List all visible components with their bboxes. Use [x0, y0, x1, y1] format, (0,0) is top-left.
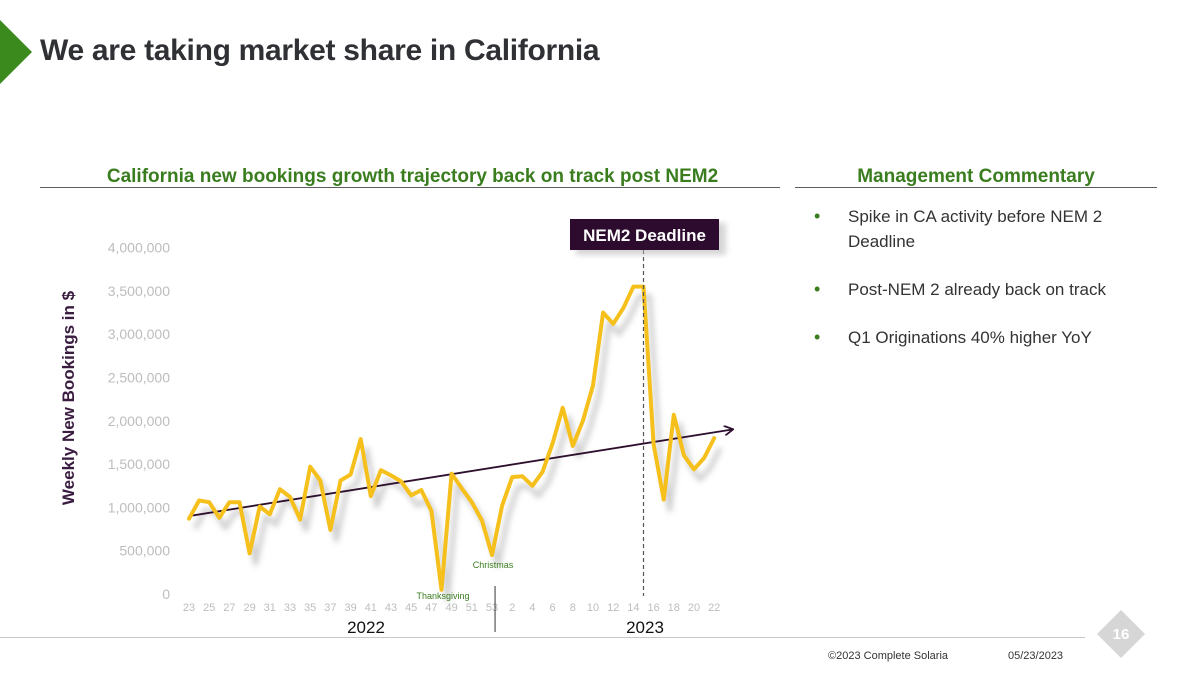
x-tick-label: 18 — [668, 602, 680, 614]
footer-rule — [0, 637, 1085, 638]
x-tick-label: 33 — [284, 602, 296, 614]
nem2-deadline-callout: NEM2 Deadline — [570, 219, 726, 255]
slide-date: 05/23/2023 — [1008, 650, 1064, 662]
y-tick-label: 4,000,000 — [108, 240, 170, 256]
x-tick-label: 29 — [243, 602, 255, 614]
page-number: 16 — [1112, 626, 1130, 643]
trendline — [188, 429, 732, 517]
copyright-text: ©2023 Complete Solaria — [828, 650, 949, 662]
commentary-heading: Management Commentary — [857, 166, 1095, 187]
x-tick-label: 4 — [529, 602, 535, 614]
y-tick-label: 1,000,000 — [108, 499, 170, 515]
bullet-dot-icon: • — [814, 279, 821, 299]
y-tick-label: 3,500,000 — [108, 283, 170, 299]
x-tick-label: 49 — [445, 602, 457, 614]
corner-arrow-icon — [0, 20, 32, 84]
x-tick-label: 16 — [647, 602, 659, 614]
x-tick-label: 23 — [183, 602, 195, 614]
series-line — [187, 284, 717, 592]
commentary-bullet: • Q1 Originations 40% higher YoY — [814, 325, 1154, 350]
commentary-bullet: • Spike in CA activity before NEM 2 Deadl… — [814, 204, 1154, 254]
x-tick-label: 31 — [264, 602, 276, 614]
x-tick-label: 6 — [550, 602, 556, 614]
x-tick-label: 8 — [570, 602, 576, 614]
commentary-list: • Spike in CA activity before NEM 2 Deadl… — [814, 204, 1154, 373]
christmas-annotation: Christmas — [473, 560, 514, 570]
x-tick-label: 22 — [708, 602, 720, 614]
chart-section-heading: California new bookings growth trajector… — [106, 166, 719, 187]
commentary-bullet-text: Q1 Originations 40% higher YoY — [848, 328, 1092, 347]
bullet-dot-icon: • — [814, 206, 821, 226]
x-tick-label: 41 — [365, 602, 377, 614]
year-label-2022: 2022 — [347, 618, 385, 637]
x-tick-label: 45 — [405, 602, 417, 614]
y-tick-label: 500,000 — [119, 543, 170, 559]
x-tick-label: 27 — [223, 602, 235, 614]
bullet-dot-icon: • — [814, 327, 821, 347]
y-tick-label: 1,500,000 — [108, 456, 170, 472]
x-tick-label: 14 — [627, 602, 639, 614]
x-tick-label: 51 — [466, 602, 478, 614]
x-tick-label: 53 — [486, 602, 498, 614]
x-tick-label: 25 — [203, 602, 215, 614]
series-line-shadow — [192, 294, 723, 603]
x-tick-label: 2 — [509, 602, 515, 614]
x-tick-label: 43 — [385, 602, 397, 614]
x-tick-label: 37 — [324, 602, 336, 614]
x-tick-label: 35 — [304, 602, 316, 614]
slide-title: We are taking market share in California — [40, 34, 600, 67]
x-tick-label: 10 — [587, 602, 599, 614]
x-tick-label: 20 — [688, 602, 700, 614]
x-tick-label: 47 — [425, 602, 437, 614]
commentary-bullet-text: Spike in CA activity before NEM 2 Deadli… — [848, 207, 1103, 251]
x-tick-label: 39 — [344, 602, 356, 614]
commentary-heading-rule — [795, 187, 1157, 188]
y-tick-label: 3,000,000 — [108, 326, 170, 342]
commentary-bullet: • Post-NEM 2 already back on track — [814, 277, 1154, 302]
y-tick-label: 0 — [162, 586, 170, 602]
chart-heading-rule — [40, 187, 780, 188]
y-tick-label: 2,000,000 — [108, 413, 170, 429]
y-tick-label: 2,500,000 — [108, 370, 170, 386]
commentary-bullet-text: Post-NEM 2 already back on track — [848, 280, 1106, 299]
y-axis-label: Weekly New Bookings in $ — [59, 290, 78, 505]
x-tick-label: 12 — [607, 602, 619, 614]
nem2-deadline-label: NEM2 Deadline — [583, 226, 706, 245]
year-label-2023: 2023 — [626, 618, 664, 637]
thanksgiving-annotation: Thanksgiving — [416, 591, 469, 601]
